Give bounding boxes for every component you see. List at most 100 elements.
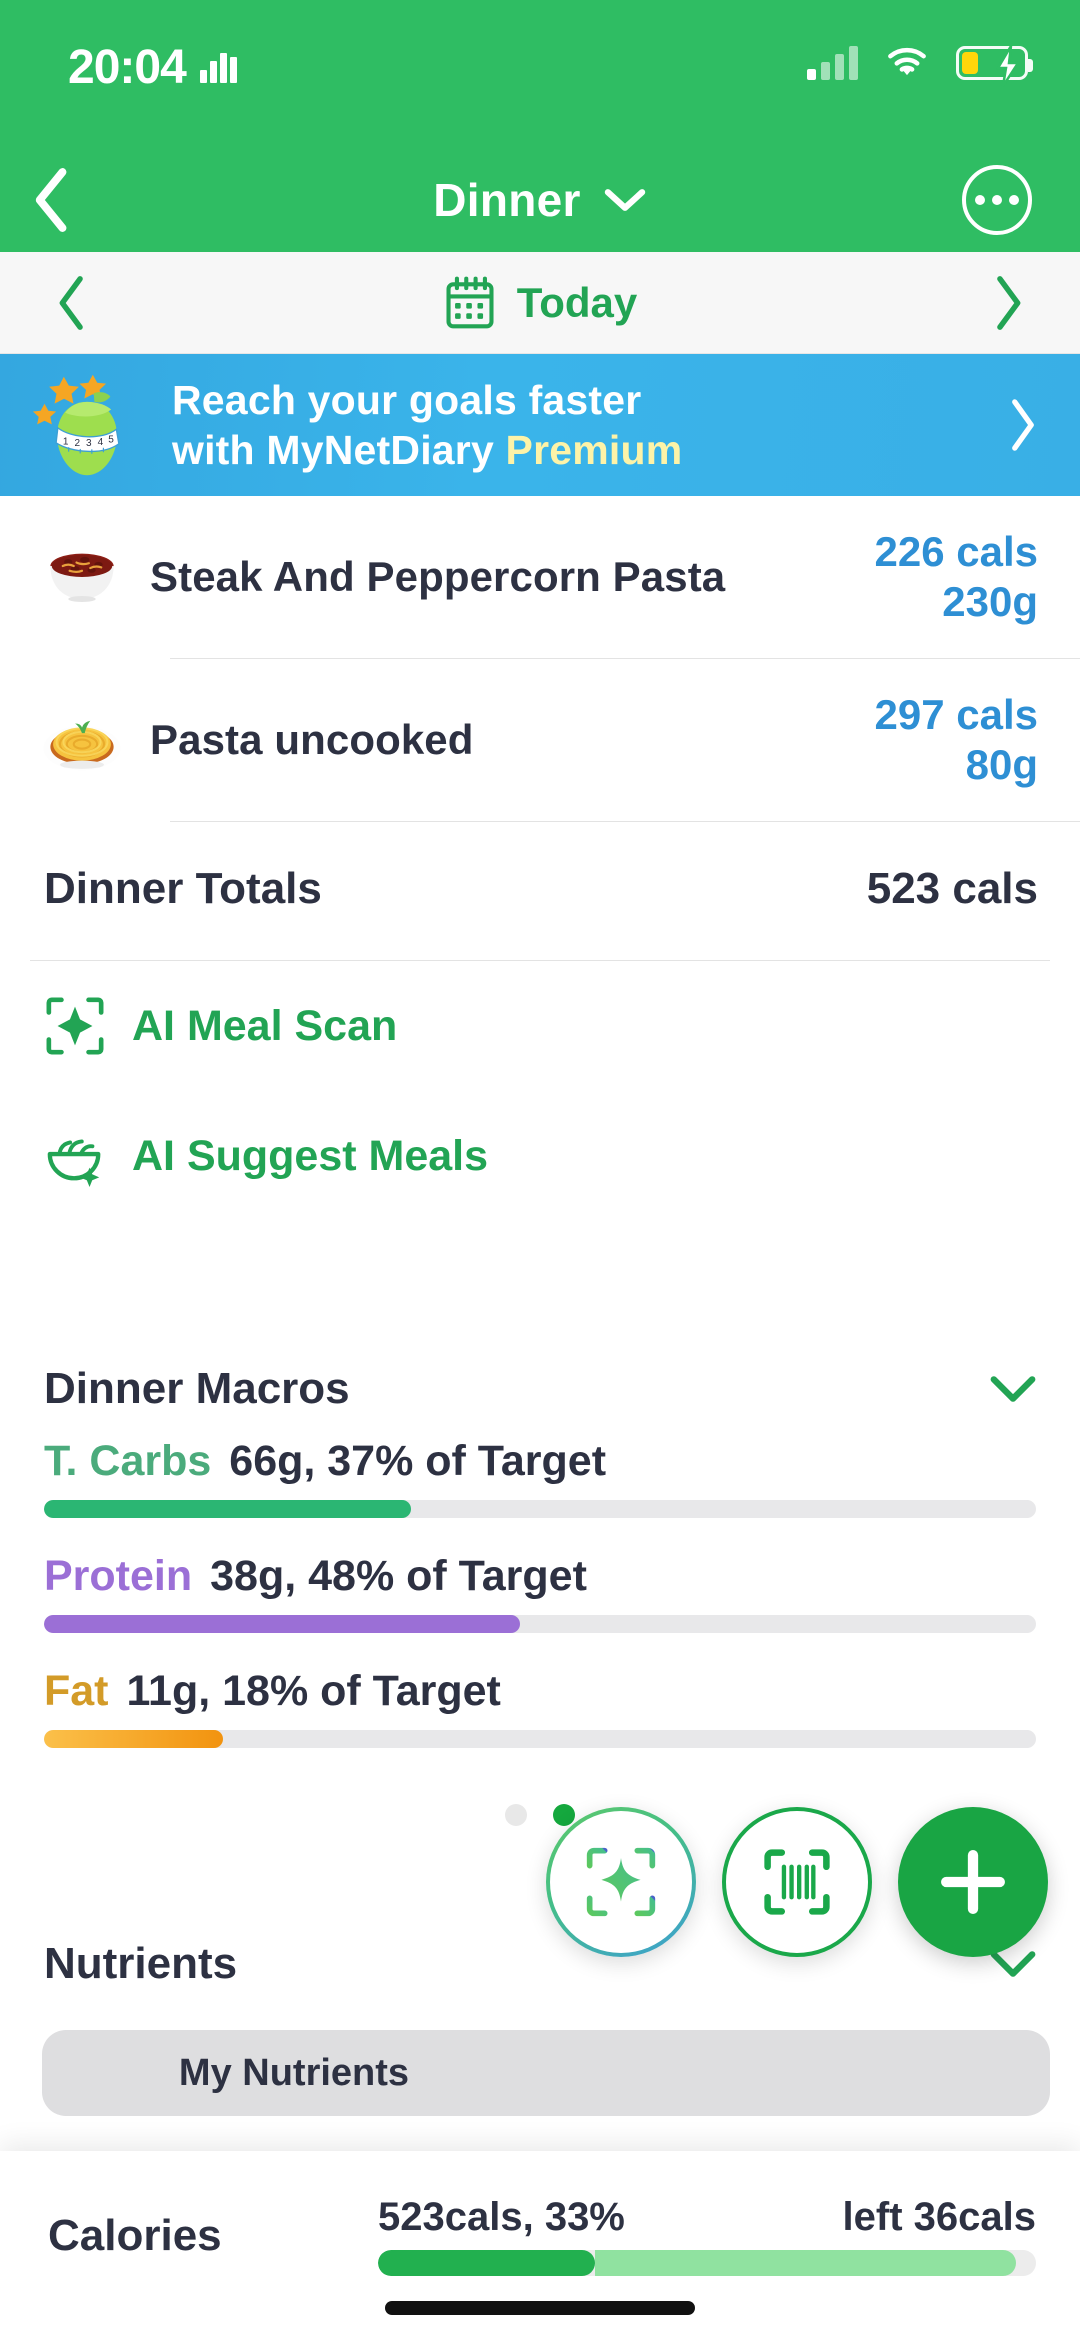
screen-recording-icon [199,52,237,83]
table-row[interactable]: Pasta uncooked 297 cals 80g [0,659,1080,821]
floating-action-buttons [546,1807,1048,1957]
more-dot [1009,195,1019,205]
barcode-scan-icon [764,1849,830,1915]
section-title: Dinner Macros [44,1364,350,1413]
previous-day-button[interactable] [54,274,90,332]
food-calories: 226 cals [874,528,1039,576]
ai-meal-scan-button[interactable]: AI Meal Scan [0,961,1080,1091]
food-values: 297 cals 80g [875,690,1039,789]
pagination-dot[interactable] [505,1804,527,1826]
calendar-icon [446,276,494,328]
svg-text:3: 3 [86,438,92,449]
list-divider [170,821,1080,822]
section-divider [30,960,1050,961]
calories-progress-group: 523cals, 33% left 36cals [378,2195,1036,2276]
macro-list: T. Carbs 66g, 37% of Target Protein 38g,… [0,1437,1080,1826]
barcode-scan-fab[interactable] [722,1807,872,1957]
ai-scan-sparkle-icon [586,1847,656,1917]
ai-suggest-meals-icon [47,1139,101,1187]
macro-name: Fat [44,1667,109,1715]
macro-progress-track [44,1615,1036,1633]
chevron-right-icon [1012,399,1034,451]
macro-name: T. Carbs [44,1437,212,1485]
food-values: 226 cals 230g [875,527,1039,626]
status-bar-left: 20:04 [68,40,237,95]
banner-line-1: Reach your goals faster [172,376,642,423]
macro-progress-fill [44,1730,223,1748]
svg-text:1: 1 [63,436,69,447]
svg-text:2: 2 [74,438,80,449]
dinner-totals-row: Dinner Totals 523 cals [0,822,1080,960]
macro-name: Protein [44,1552,193,1600]
calories-progress-allowance [595,2250,1017,2276]
macro-value: 11g, 18% of Target [126,1667,501,1715]
calories-progress-track [378,2250,1036,2276]
calories-numbers: 523cals, 33% left 36cals [378,2195,1036,2240]
macro-value: 38g, 48% of Target [210,1552,587,1600]
section-title: Nutrients [44,1939,238,1988]
plus-icon [941,1850,1005,1914]
calories-row: Calories 523cals, 33% left 36cals [48,2195,1036,2276]
banner-line-2-prefix: with MyNetDiary [172,427,506,473]
ai-meal-scan-icon [46,997,104,1055]
wifi-icon [888,47,926,76]
next-day-button[interactable] [990,274,1026,332]
food-quantity: 230g [942,578,1038,625]
calories-summary-bar: Calories 523cals, 33% left 36cals [0,2151,1080,2337]
totals-value: 523 cals [866,864,1038,913]
nutrients-header[interactable]: Nutrients [0,1918,1080,2010]
chevron-down-icon[interactable] [603,186,647,214]
calories-progress-consumed [378,2250,596,2276]
food-calories: 297 cals [874,691,1039,739]
status-time: 20:04 [68,41,187,94]
macro-row-protein: Protein 38g, 48% of Target [44,1552,1036,1633]
battery-charging-icon [956,45,1033,87]
food-name: Steak And Peppercorn Pasta [150,553,726,600]
svg-text:5: 5 [108,434,114,445]
segment-my-nutrients[interactable]: My Nutrients [178,2051,410,2094]
banner-premium-word: Premium [505,427,683,473]
status-bar: 20:04 [0,0,1080,148]
macro-line: Fat 11g, 18% of Target [44,1667,1036,1716]
dinner-macros-header[interactable]: Dinner Macros [0,1341,1080,1437]
ai-suggest-meals-button[interactable]: AI Suggest Meals [0,1091,1080,1221]
back-button[interactable] [30,165,100,235]
banner-text: Reach your goals faster with MyNetDiary … [172,375,980,475]
more-options-button[interactable] [962,165,1032,235]
calories-consumed: 523cals, 33% [378,2195,625,2239]
macro-line: T. Carbs 66g, 37% of Target [44,1437,1036,1486]
status-bar-right [807,40,1033,87]
macro-row-fat: Fat 11g, 18% of Target [44,1667,1036,1748]
macros-pagination[interactable] [44,1782,1036,1826]
svg-text:4: 4 [98,437,104,448]
ai-suggest-meals-label: AI Suggest Meals [132,1131,489,1180]
macro-progress-track [44,1500,1036,1518]
home-indicator [385,2301,695,2315]
current-date-button[interactable]: Today [443,275,637,331]
calories-remaining: left 36cals [842,2195,1036,2239]
banner-line-2: with MyNetDiary Premium [172,425,980,475]
spacer [0,1221,1080,1341]
meal-title-group: Dinner [0,148,1080,252]
cellular-signal-icon [807,46,858,80]
back-chevron-icon [35,168,67,232]
macro-row-carbs: T. Carbs 66g, 37% of Target [44,1437,1036,1518]
chevron-down-icon[interactable] [988,1948,1038,1980]
totals-label: Dinner Totals [44,864,322,913]
macro-progress-fill [44,1500,412,1518]
pagination-dot-active[interactable] [553,1804,575,1826]
ai-scan-fab[interactable] [546,1807,696,1957]
food-list: Steak And Peppercorn Pasta 226 cals 230g… [0,496,1080,822]
add-food-fab[interactable] [898,1807,1048,1957]
table-row[interactable]: Steak And Peppercorn Pasta 226 cals 230g [0,496,1080,658]
ai-meal-scan-label: AI Meal Scan [132,1001,398,1050]
bowl-of-chili-icon [50,553,114,603]
chevron-down-icon[interactable] [988,1373,1038,1405]
list-divider [170,658,1080,659]
calories-label: Calories [48,2210,222,2260]
more-dot [992,195,1002,205]
macro-value: 66g, 37% of Target [229,1437,607,1485]
nutrients-segmented-control[interactable]: My Nutrients [42,2030,1050,2116]
